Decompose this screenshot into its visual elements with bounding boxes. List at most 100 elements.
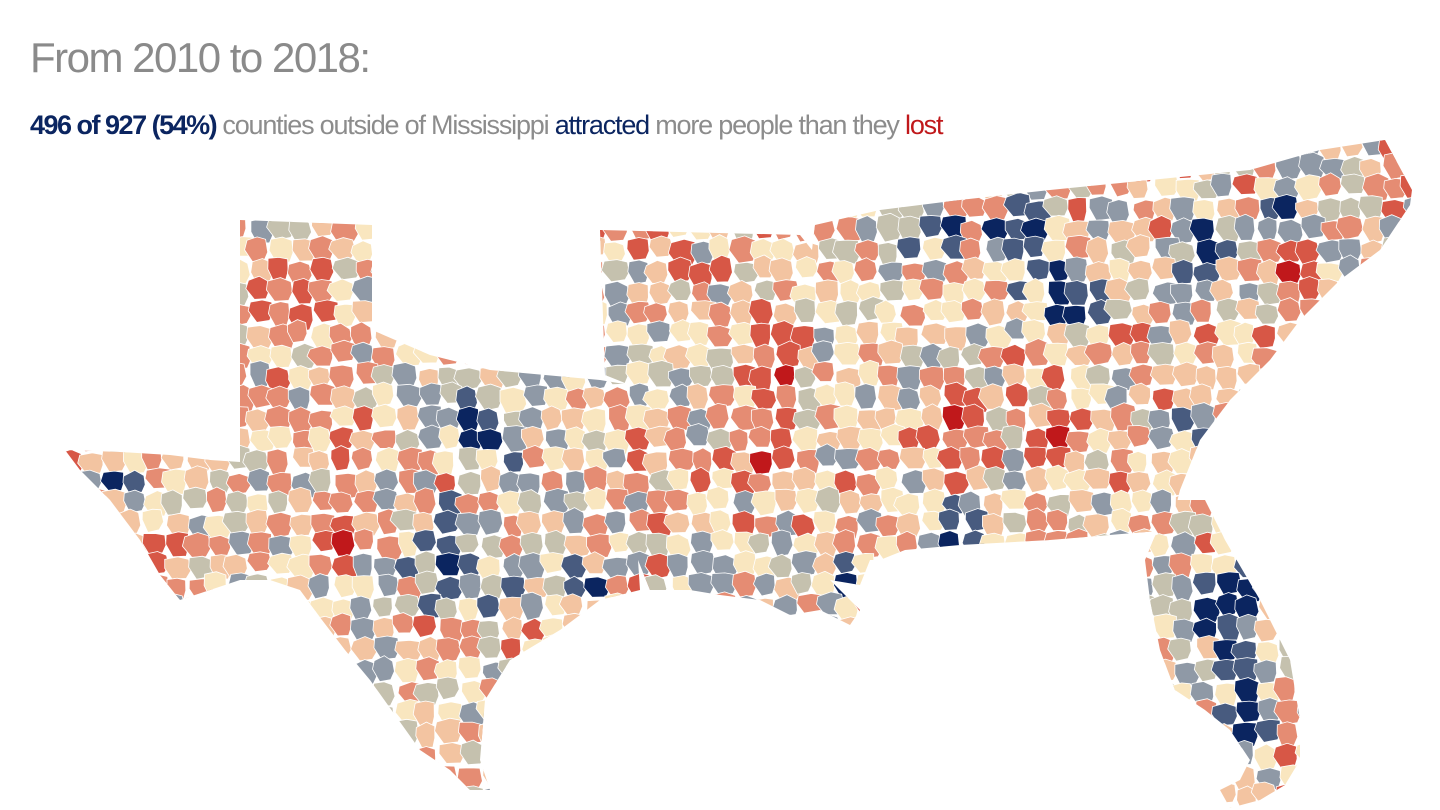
county (748, 740, 775, 769)
county (1317, 530, 1344, 558)
county (1003, 678, 1031, 707)
county (1168, 319, 1193, 346)
county (373, 278, 400, 304)
county (1189, 719, 1214, 740)
county (65, 423, 79, 451)
county (753, 597, 774, 621)
county (160, 444, 185, 471)
county (1362, 342, 1391, 370)
county (982, 552, 1007, 581)
county (754, 680, 779, 708)
county (941, 404, 967, 433)
county (1276, 218, 1304, 245)
county (1088, 153, 1116, 180)
county (1171, 140, 1198, 160)
county (1379, 448, 1404, 471)
county (1336, 301, 1363, 326)
county (942, 722, 969, 746)
county (515, 699, 539, 723)
county (96, 658, 121, 683)
county (963, 740, 990, 770)
county (144, 425, 170, 451)
county (563, 575, 587, 601)
county (1110, 679, 1135, 703)
county (501, 787, 526, 808)
county (772, 594, 798, 621)
county (1257, 364, 1285, 390)
county (901, 660, 929, 686)
county (687, 721, 715, 745)
county (75, 551, 102, 572)
county (600, 157, 628, 180)
county (941, 658, 968, 686)
county (832, 529, 856, 557)
county (1188, 783, 1217, 808)
county (326, 278, 354, 302)
county (351, 405, 374, 432)
county (1174, 661, 1201, 688)
county (181, 532, 212, 558)
county (1188, 217, 1215, 244)
county (941, 428, 969, 453)
county (161, 783, 189, 807)
county (482, 763, 507, 788)
county (1000, 343, 1026, 369)
county (749, 450, 773, 476)
county (1401, 344, 1412, 368)
county (897, 570, 923, 599)
county (457, 428, 483, 454)
county (1070, 721, 1095, 747)
county (160, 489, 183, 516)
county (161, 149, 187, 176)
county (543, 386, 570, 412)
county (461, 785, 486, 808)
county (918, 365, 946, 393)
county (622, 763, 650, 789)
county (496, 766, 522, 793)
county (937, 508, 960, 531)
county (201, 323, 229, 348)
county (476, 635, 502, 659)
county (1004, 382, 1030, 408)
county (395, 763, 419, 786)
county (919, 154, 947, 179)
county (223, 214, 247, 240)
county (286, 553, 316, 580)
county (772, 640, 797, 666)
county (520, 591, 544, 621)
county (789, 718, 816, 742)
county (1317, 444, 1345, 468)
county (77, 365, 103, 390)
county (456, 279, 485, 301)
county (118, 361, 145, 387)
county (1298, 151, 1326, 180)
county (1188, 471, 1215, 497)
county (350, 723, 372, 745)
county (1299, 360, 1323, 392)
county (813, 172, 840, 200)
county (455, 173, 482, 196)
county (287, 178, 311, 199)
county (413, 746, 437, 771)
county (521, 780, 544, 806)
county (1106, 199, 1130, 226)
county (1045, 388, 1068, 411)
county (391, 362, 418, 389)
county (831, 783, 858, 808)
county (1275, 803, 1302, 808)
county (1253, 743, 1278, 771)
county (812, 140, 842, 161)
county (203, 616, 228, 636)
county (1067, 197, 1088, 224)
county (770, 743, 795, 769)
county (119, 319, 144, 347)
county (1065, 430, 1090, 454)
county (940, 140, 969, 156)
county (920, 403, 944, 432)
county (456, 318, 478, 342)
county (1300, 635, 1325, 662)
county (65, 488, 80, 509)
county (1383, 782, 1408, 808)
county (269, 344, 293, 369)
county (270, 719, 298, 742)
